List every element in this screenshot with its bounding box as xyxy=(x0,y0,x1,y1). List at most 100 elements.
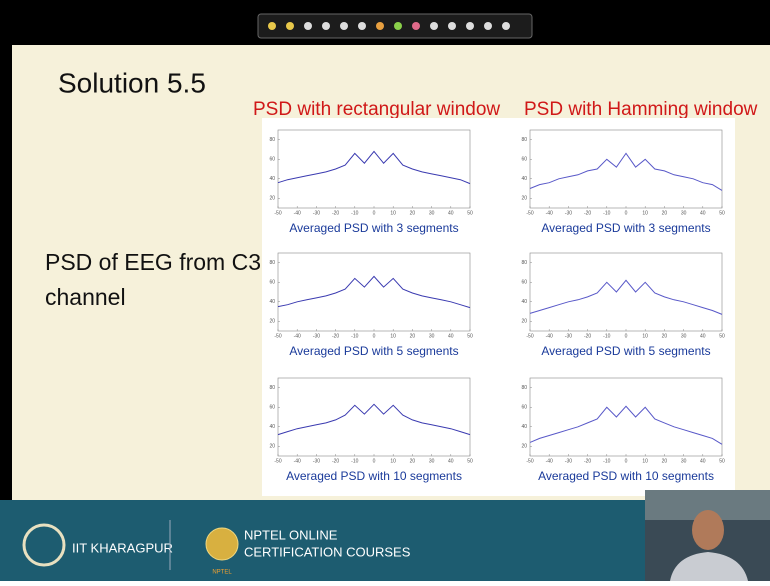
x-tick-label: -40 xyxy=(294,210,301,216)
x-tick-label: 10 xyxy=(390,458,396,464)
x-tick-label: 30 xyxy=(681,210,687,216)
x-tick-label: 50 xyxy=(467,333,473,339)
y-tick-label: 60 xyxy=(521,405,527,411)
x-tick-label: 40 xyxy=(700,458,706,464)
y-tick-label: 60 xyxy=(269,280,275,286)
y-tick-label: 60 xyxy=(521,157,527,163)
column-title: PSD with Hamming window xyxy=(524,99,758,120)
footer-text: CERTIFICATION COURSES xyxy=(244,544,411,559)
x-tick-label: 40 xyxy=(700,210,706,216)
footer-text: NPTEL ONLINE xyxy=(244,527,338,542)
x-tick-label: 30 xyxy=(429,333,435,339)
x-tick-label: -30 xyxy=(565,210,572,216)
x-tick-label: 0 xyxy=(625,458,628,464)
y-tick-label: 60 xyxy=(269,405,275,411)
x-tick-label: 0 xyxy=(625,333,628,339)
y-tick-label: 20 xyxy=(269,196,275,202)
body-text: channel xyxy=(45,284,126,310)
x-tick-label: -10 xyxy=(603,458,610,464)
x-tick-label: -20 xyxy=(584,210,591,216)
axes-frame xyxy=(530,130,722,208)
y-tick-label: 20 xyxy=(521,319,527,325)
axes-frame xyxy=(278,253,470,331)
x-tick-label: -40 xyxy=(294,458,301,464)
x-tick-label: -10 xyxy=(351,458,358,464)
y-tick-label: 40 xyxy=(269,176,275,182)
x-tick-label: -50 xyxy=(526,458,533,464)
x-tick-label: -30 xyxy=(313,458,320,464)
x-tick-label: -30 xyxy=(565,458,572,464)
x-tick-label: 0 xyxy=(625,210,628,216)
x-tick-label: 20 xyxy=(662,333,668,339)
x-tick-label: -20 xyxy=(332,210,339,216)
y-tick-label: 80 xyxy=(521,137,527,143)
x-tick-label: 0 xyxy=(373,333,376,339)
y-tick-label: 80 xyxy=(521,260,527,266)
x-tick-label: -10 xyxy=(603,333,610,339)
footer-text: IIT KHARAGPUR xyxy=(72,540,173,555)
x-tick-label: 20 xyxy=(410,458,416,464)
x-tick-label: 10 xyxy=(642,458,648,464)
x-tick-label: -50 xyxy=(526,333,533,339)
chart-caption: Averaged PSD with 10 segments xyxy=(286,469,462,483)
y-tick-label: 40 xyxy=(269,299,275,305)
chart-caption: Averaged PSD with 3 segments xyxy=(289,221,458,235)
x-tick-label: 40 xyxy=(448,458,454,464)
x-tick-label: 50 xyxy=(719,458,725,464)
x-tick-label: 50 xyxy=(719,210,725,216)
x-tick-label: -20 xyxy=(332,458,339,464)
x-tick-label: -40 xyxy=(546,458,553,464)
axes-frame xyxy=(278,130,470,208)
x-tick-label: 10 xyxy=(390,210,396,216)
y-tick-label: 80 xyxy=(269,260,275,266)
x-tick-label: -10 xyxy=(351,333,358,339)
x-tick-label: -30 xyxy=(313,210,320,216)
x-tick-label: 50 xyxy=(467,210,473,216)
column-title: PSD with rectangular window xyxy=(253,99,500,120)
x-tick-label: -10 xyxy=(351,210,358,216)
x-tick-label: 40 xyxy=(448,210,454,216)
x-tick-label: 20 xyxy=(662,210,668,216)
axes-frame xyxy=(530,253,722,331)
x-tick-label: 0 xyxy=(373,210,376,216)
x-tick-label: -40 xyxy=(546,210,553,216)
x-tick-label: -50 xyxy=(274,333,281,339)
chart-caption: Averaged PSD with 5 segments xyxy=(289,344,458,358)
x-tick-label: 30 xyxy=(681,458,687,464)
x-tick-label: 30 xyxy=(681,333,687,339)
x-tick-label: 20 xyxy=(410,333,416,339)
logo-text: NPTEL xyxy=(212,570,232,576)
x-tick-label: -20 xyxy=(332,333,339,339)
x-tick-label: -10 xyxy=(603,210,610,216)
y-tick-label: 40 xyxy=(521,299,527,305)
y-tick-label: 20 xyxy=(269,319,275,325)
y-tick-label: 80 xyxy=(269,137,275,143)
x-tick-label: 0 xyxy=(373,458,376,464)
x-tick-label: 30 xyxy=(429,210,435,216)
axes-frame xyxy=(530,378,722,456)
x-tick-label: -20 xyxy=(584,458,591,464)
x-tick-label: 50 xyxy=(719,333,725,339)
chart-caption: Averaged PSD with 10 segments xyxy=(538,469,714,483)
axes-frame xyxy=(278,378,470,456)
y-tick-label: 20 xyxy=(269,444,275,450)
body-text: PSD of EEG from C3 xyxy=(45,249,261,275)
chart-caption: Averaged PSD with 5 segments xyxy=(541,344,710,358)
speaker-video xyxy=(645,490,770,581)
y-tick-label: 20 xyxy=(521,196,527,202)
x-tick-label: -20 xyxy=(584,333,591,339)
x-tick-label: -30 xyxy=(313,333,320,339)
x-tick-label: -50 xyxy=(274,210,281,216)
y-tick-label: 40 xyxy=(521,424,527,430)
x-tick-label: -30 xyxy=(565,333,572,339)
y-tick-label: 40 xyxy=(521,176,527,182)
slide-title: Solution 5.5 xyxy=(58,67,206,98)
x-tick-label: -40 xyxy=(546,333,553,339)
x-tick-label: 40 xyxy=(700,333,706,339)
x-tick-label: -40 xyxy=(294,333,301,339)
nptel-logo xyxy=(206,528,238,560)
y-tick-label: 80 xyxy=(521,385,527,391)
y-tick-label: 60 xyxy=(521,280,527,286)
x-tick-label: 20 xyxy=(410,210,416,216)
y-tick-label: 80 xyxy=(269,385,275,391)
